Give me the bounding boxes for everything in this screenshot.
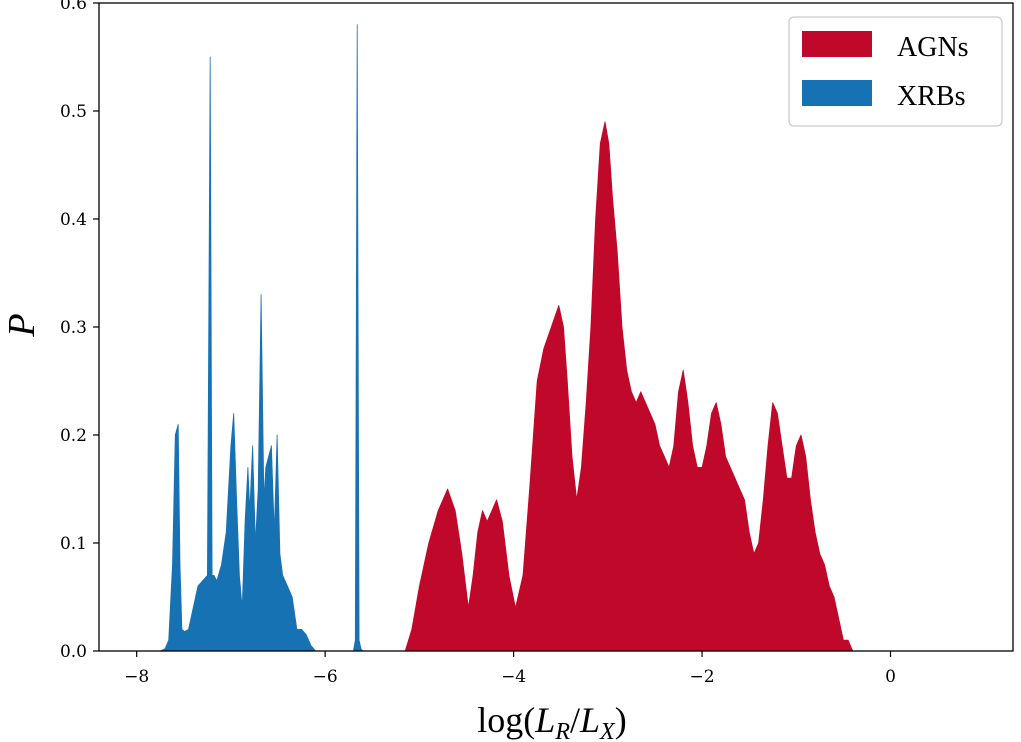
legend-swatch-xrbs (802, 80, 872, 106)
y-axis-label: P (1, 313, 43, 337)
y-tick-label: 0.2 (60, 426, 87, 446)
x-axis-label-L1: L (534, 700, 555, 740)
x-axis-label-sub-x: X (599, 719, 616, 742)
legend-label-agns: AGNs (897, 32, 969, 63)
x-axis-label-sub-r: R (554, 719, 570, 742)
x-axis-label: log(LR/LX) (477, 700, 626, 742)
x-axis-label-slash: / (570, 700, 580, 740)
y-tick-label: 0.1 (60, 534, 87, 554)
legend-label-xrbs: XRBs (897, 81, 965, 112)
y-tick-label: 0.4 (60, 210, 87, 230)
y-axis: 0.0 0.1 0.2 0.3 0.4 0.5 0.6 (60, 0, 99, 662)
x-axis-label-L2: L (579, 700, 600, 740)
x-axis: −8 −6 −4 −2 0 (124, 651, 896, 687)
y-tick-label: 0.6 (60, 0, 87, 14)
x-axis-label-prefix: log( (477, 700, 535, 740)
series-area-agns (404, 121, 915, 652)
x-tick-label: −6 (313, 667, 338, 687)
y-tick-label: 0.0 (60, 642, 87, 662)
x-axis-label-suffix: ) (615, 700, 627, 740)
x-tick-label: −2 (690, 667, 715, 687)
legend: AGNs XRBs (788, 16, 1003, 127)
y-tick-label: 0.5 (60, 102, 87, 122)
y-tick-label: 0.3 (60, 318, 87, 338)
series-area-xrbs (159, 24, 366, 652)
x-tick-label: −8 (124, 667, 149, 687)
x-tick-label: 0 (885, 667, 896, 687)
x-tick-label: −4 (501, 667, 526, 687)
legend-swatch-agns (802, 31, 872, 57)
